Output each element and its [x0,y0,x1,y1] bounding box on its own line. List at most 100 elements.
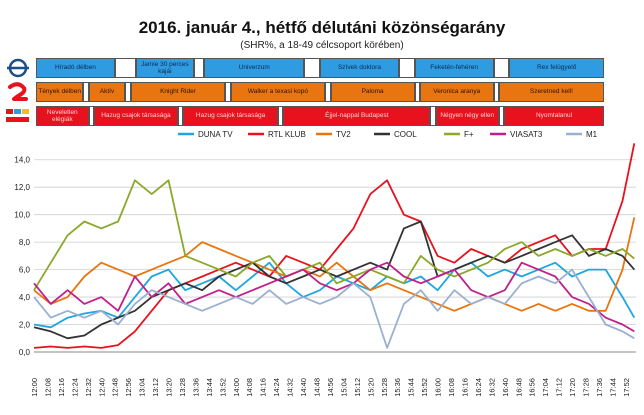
series-line-cool [33,220,635,340]
x-tick-label: 12:56 [124,378,133,397]
x-tick-label: 15:52 [420,378,429,397]
x-tick-label: 12:00 [30,378,39,397]
x-tick-label: 17:20 [568,378,577,397]
line-chart: DUNA TV RTL KLUB TV2 COOL F+ VIASAT3 M1 0,0 2,0… [14,130,636,397]
schedule-gap [304,58,320,78]
x-tick-label: 17:36 [595,378,604,397]
x-tick-label: 15:04 [339,378,348,397]
y-tick-label: 10,0 [14,211,30,220]
program-block: Veronica aranya [419,82,494,102]
y-axis-ticks: 0,0 2,0 4,0 6,0 8,0 10,0 12,0 14,0 [14,156,30,357]
x-tick-label: 13:44 [205,378,214,397]
x-tick-label: 12:32 [84,378,93,397]
x-tick-label: 16:08 [447,378,456,397]
y-tick-label: 4,0 [19,293,31,302]
schedule-gap [178,106,184,126]
x-tick-label: 14:24 [272,378,281,397]
x-tick-label: 16:56 [528,378,537,397]
x-tick-label: 14:00 [232,378,241,397]
schedule-gap [114,58,136,78]
x-tick-label: 12:48 [111,378,120,397]
x-tick-label: 16:48 [514,378,523,397]
legend-label: TV2 [336,130,351,139]
series-line-f- [33,179,635,291]
schedule-gap [225,82,231,102]
y-tick-label: 12,0 [14,183,30,192]
x-tick-label: 13:04 [138,378,147,397]
schedule-gap [430,106,436,126]
y-tick-label: 2,0 [19,321,31,330]
chart-legend: DUNA TV RTL KLUB TV2 COOL F+ VIASAT3 M1 [178,130,598,139]
x-tick-label: 14:16 [259,378,268,397]
program-block: Nyomtalanul [504,106,604,126]
schedule-row-rtl: Neveletlen elégiák Hazug csajok társasága… [36,106,604,126]
series-line-rtl-klub [33,143,636,349]
x-tick-label: 17:52 [622,378,631,397]
program-block: Neveletlen elégiák [36,106,89,126]
series-lines [33,143,636,349]
program-block: Szeretned kell! [498,82,604,102]
schedule-gap [398,58,415,78]
x-axis-ticks: 12:00 12:08 12:16 12:24 12:32 12:40 12:48 12:56… [30,378,631,397]
program-block: Paloma [330,82,415,102]
x-tick-label: 14:40 [299,378,308,397]
x-tick-label: 14:32 [286,378,295,397]
program-block: Feketén-fehéren [414,58,494,78]
program-block: Walker a texasi kopó [230,82,326,102]
x-tick-label: 17:44 [608,378,617,397]
x-tick-label: 12:16 [57,378,66,397]
x-tick-label: 17:04 [541,378,550,397]
program-block: Rex felügyelő [509,58,604,78]
program-block: Éjjel-nappal Budapest [283,106,431,126]
y-tick-label: 6,0 [19,266,31,275]
program-block: Hazug csajok társasága [93,106,178,126]
x-tick-label: 17:12 [555,378,564,397]
y-tick-label: 0,0 [19,348,31,357]
schedule-gap [325,82,331,102]
x-tick-label: 14:08 [245,378,254,397]
x-tick-label: 15:12 [353,378,362,397]
schedule-gap [498,106,505,126]
x-tick-label: 15:36 [393,378,402,397]
schedule-gap [277,106,284,126]
x-tick-label: 13:36 [191,378,200,397]
schedule-gap [414,82,420,102]
legend-label: M1 [586,130,598,139]
legend-label: DUNA TV [198,130,233,139]
x-tick-label: 12:08 [43,378,52,397]
x-tick-label: 14:48 [313,378,322,397]
x-tick-label: 13:20 [165,378,174,397]
x-tick-label: 16:16 [460,378,469,397]
program-block: Jamie 30 perces kajái [135,58,194,78]
program-block: Univerzum [204,58,305,78]
legend-label: COOL [394,130,417,139]
x-tick-label: 13:52 [218,378,227,397]
program-block: Tények délben [36,82,84,102]
tv2-logo-icon [8,82,28,101]
legend-label: F+ [464,130,474,139]
x-tick-label: 16:00 [434,378,443,397]
program-block: Aktív [88,82,126,102]
x-tick-label: 16:32 [487,378,496,397]
schedule-gap [88,106,94,126]
legend-label: RTL KLUB [268,130,306,139]
series-line-m1 [33,268,635,349]
x-tick-label: 12:40 [97,378,106,397]
schedule-gap [83,82,89,102]
x-tick-label: 16:40 [501,378,510,397]
schedule-gap [493,58,510,78]
legend-label: VIASAT3 [510,130,543,139]
schedule-gap [193,58,205,78]
schedule-row-m1: Híradó délben Jamie 30 perces kajái Univer… [36,58,604,78]
x-tick-label: 16:24 [474,378,483,397]
program-block: Hazug csajok társasága [183,106,278,126]
program-block: Knight Rider [130,82,226,102]
rtl-klub-logo-icon [6,109,29,122]
series-line-viasat3 [33,261,635,333]
x-tick-label: 13:28 [178,378,187,397]
x-tick-label: 13:12 [151,378,160,397]
chart-subtitle: (SHR%, a 18-49 célcsoport körében) [240,40,404,51]
x-tick-label: 17:28 [582,378,591,397]
program-block: Szívek doktora [320,58,399,78]
schedule-gap [493,82,499,102]
